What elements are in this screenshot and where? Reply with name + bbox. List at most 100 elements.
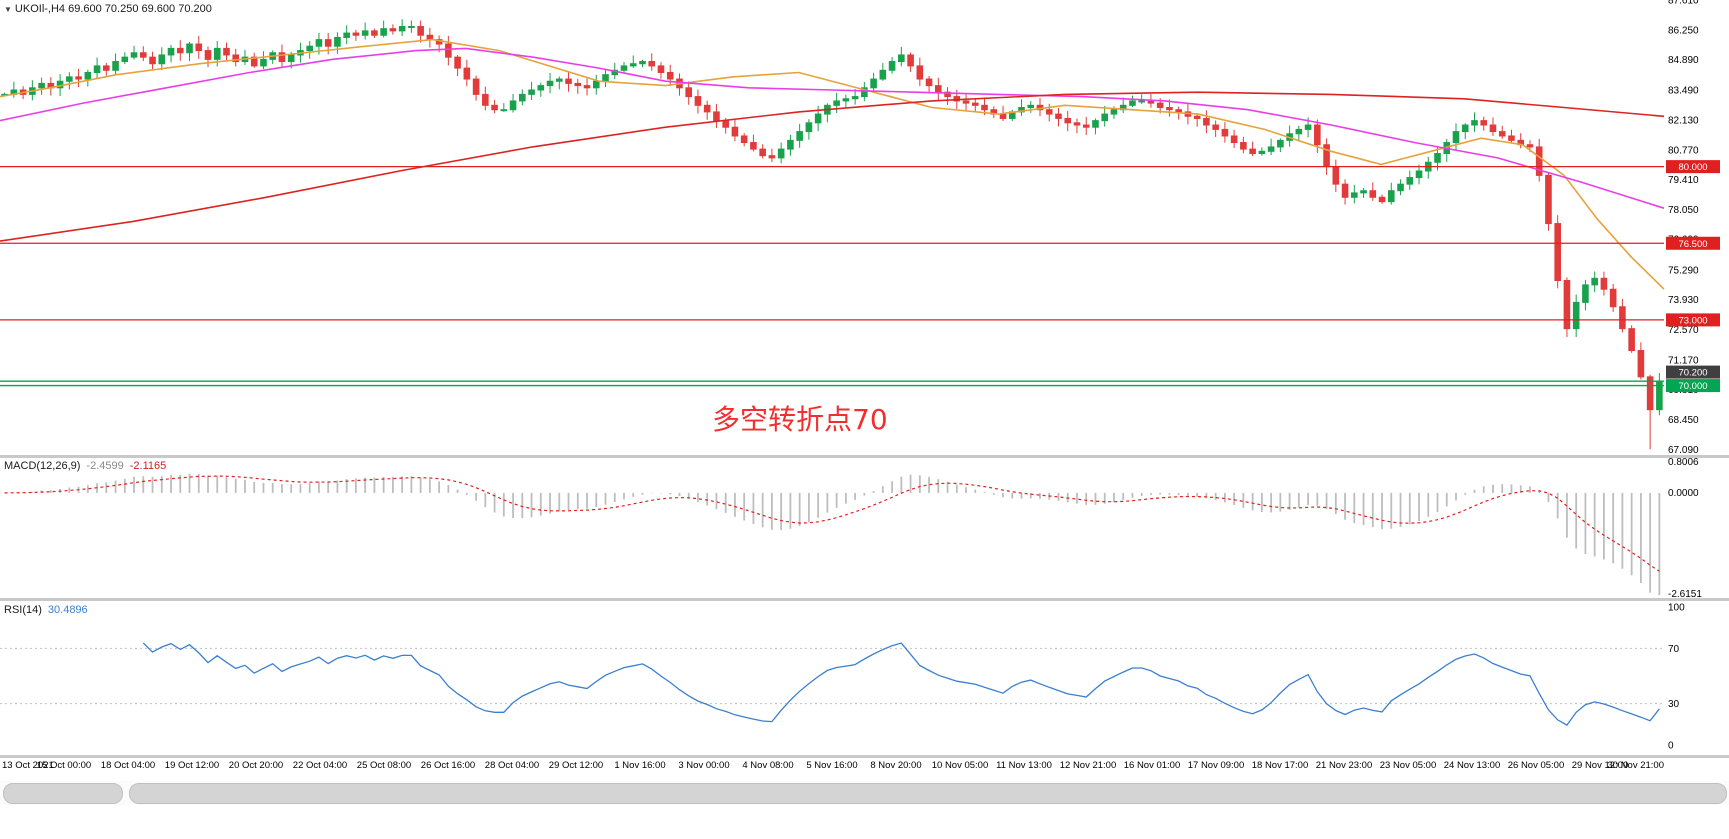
candle-body xyxy=(260,58,267,67)
candle-body xyxy=(648,61,656,67)
price-axis-label: 71.170 xyxy=(1668,355,1699,366)
candle-body xyxy=(482,93,489,106)
candle-body xyxy=(1110,109,1118,115)
price-axis-label: 80.770 xyxy=(1668,145,1699,156)
panel-splitter[interactable] xyxy=(0,455,1729,458)
candle-body xyxy=(814,113,822,124)
candle-body xyxy=(537,85,545,91)
chart-annotation[interactable]: 多空转折点70 xyxy=(712,403,888,436)
candle-body xyxy=(657,65,665,73)
candle-body xyxy=(408,25,415,28)
candle-body xyxy=(1055,113,1062,119)
candle-body xyxy=(1646,376,1654,411)
candle-body xyxy=(1397,183,1404,192)
candle-body xyxy=(1277,139,1284,148)
candle-body xyxy=(93,65,101,73)
candle-body xyxy=(500,109,508,112)
time-axis-label: 10 Nov 05:00 xyxy=(932,760,989,771)
candle-body xyxy=(306,45,313,52)
candle-body xyxy=(176,47,184,54)
price-axis-label: 68.450 xyxy=(1668,415,1699,426)
current-price-tag-text: 70.200 xyxy=(1678,368,1707,379)
price-axis-label: 84.890 xyxy=(1668,55,1699,66)
candle-body xyxy=(112,61,119,71)
candle-body xyxy=(796,131,803,141)
candle-body xyxy=(722,120,729,128)
price-axis-label: 73.930 xyxy=(1668,295,1699,306)
candle-body xyxy=(371,30,378,36)
candle-body xyxy=(417,25,424,36)
time-axis-label: 26 Oct 16:00 xyxy=(421,760,475,771)
candle-body xyxy=(158,54,166,65)
candle-body xyxy=(167,47,175,56)
candle-body xyxy=(1175,109,1182,113)
macd-axis-label: 0.8006 xyxy=(1668,457,1699,468)
candle-body xyxy=(315,39,323,47)
candle-body xyxy=(1582,284,1589,303)
candle-body xyxy=(740,135,748,144)
candle-body xyxy=(1156,102,1164,109)
candle-body xyxy=(759,148,766,157)
candle-body xyxy=(343,32,350,38)
time-axis-label: 29 Nov 12:00 xyxy=(1572,760,1629,771)
ma-slow-line xyxy=(0,91,1665,242)
macd-header: MACD(12,26,9) -2.4599 -2.1165 xyxy=(4,460,166,472)
candle-body xyxy=(962,100,970,104)
candle-body xyxy=(1535,146,1543,176)
time-axis-label: 17 Nov 09:00 xyxy=(1188,760,1245,771)
rsi-axis-label: 0 xyxy=(1668,741,1674,752)
candle-body xyxy=(1082,124,1090,128)
time-axis-label: 26 Nov 05:00 xyxy=(1508,760,1565,771)
time-axis-label: 13 Oct 2021 xyxy=(2,760,54,771)
macd-signal-value: -2.1165 xyxy=(129,460,167,472)
candle-body xyxy=(103,65,110,71)
time-axis-label: 29 Oct 12:00 xyxy=(549,760,603,771)
candle-body xyxy=(574,82,582,87)
rsi-axis-label: 30 xyxy=(1668,699,1680,710)
candle-body xyxy=(232,54,240,63)
candle-body xyxy=(888,61,896,71)
panel-splitter[interactable] xyxy=(0,755,1729,758)
candle-body xyxy=(1304,124,1312,130)
price-axis-label: 67.090 xyxy=(1668,445,1699,456)
candle-body xyxy=(1045,109,1053,115)
candle-body xyxy=(1166,107,1173,111)
candle-body xyxy=(685,87,693,98)
price-axis-label: 72.570 xyxy=(1668,325,1699,336)
time-axis-label: 3 Nov 00:00 xyxy=(678,760,729,771)
candle-body xyxy=(1073,122,1081,126)
candle-body xyxy=(666,71,674,80)
candle-body xyxy=(565,78,572,84)
candle-body xyxy=(1138,100,1145,103)
candle-body xyxy=(1267,146,1275,152)
ohlc-readout: 69.600 70.250 69.600 70.200 xyxy=(68,3,212,15)
candle-body xyxy=(768,155,776,159)
candle-body xyxy=(287,54,295,63)
candle-body xyxy=(352,32,360,36)
time-axis-label: 11 Nov 13:00 xyxy=(996,760,1052,771)
candle-body xyxy=(223,47,230,56)
candle-body xyxy=(445,43,452,58)
price-tag-76.500 xyxy=(1666,236,1720,250)
candle-body xyxy=(1323,144,1330,168)
time-axis-label: 16 Nov 01:00 xyxy=(1124,760,1181,771)
time-axis-label: 30 Nov 21:00 xyxy=(1607,760,1664,771)
candle-body xyxy=(213,47,221,60)
candle-body xyxy=(916,65,924,80)
candle-body xyxy=(694,96,702,106)
candle-body xyxy=(1619,306,1626,330)
candle-body xyxy=(1221,128,1229,137)
candle-body xyxy=(1461,124,1469,133)
price-axis-label: 82.130 xyxy=(1668,115,1699,126)
candle-body xyxy=(1027,104,1035,109)
candle-body xyxy=(130,52,138,58)
price-axis-label: 83.490 xyxy=(1668,86,1699,97)
time-axis-label: 12 Nov 21:00 xyxy=(1060,760,1117,771)
candle-body xyxy=(907,54,914,67)
candle-body xyxy=(380,28,387,36)
scrollbar-left-segment[interactable] xyxy=(3,783,123,804)
scrollbar-thumb[interactable] xyxy=(129,783,1727,804)
panel-splitter[interactable] xyxy=(0,598,1729,601)
time-axis-label: 15 Oct 00:00 xyxy=(37,760,91,771)
